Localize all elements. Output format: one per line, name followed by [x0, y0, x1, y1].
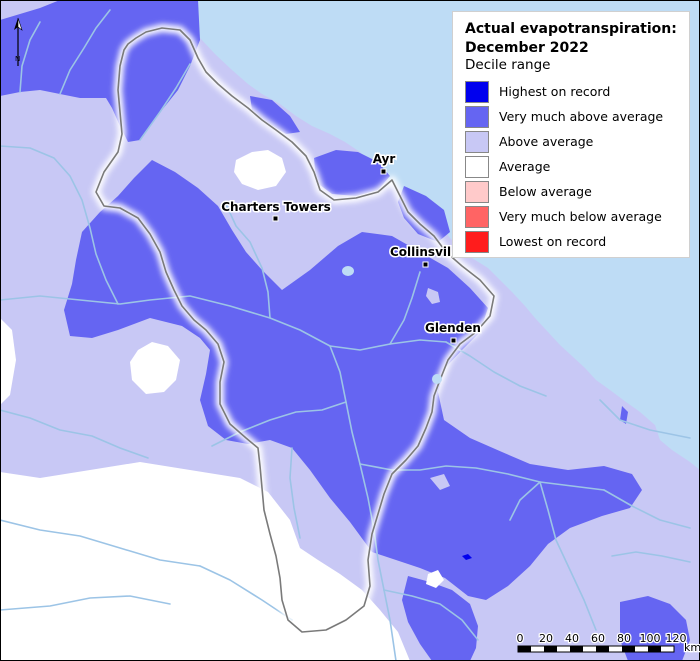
very-much-above-average-coast-strip: [250, 96, 300, 134]
town-collinsville: Collinsvil: [389, 244, 453, 268]
legend-subtitle: Decile range: [465, 57, 551, 73]
average-inlier-south: [426, 570, 444, 588]
scale-tick-label: 80: [617, 632, 631, 645]
scale-tick-label: 100: [640, 632, 661, 645]
legend-item: Very much above average: [465, 104, 689, 129]
scale-tick-label: 60: [591, 632, 605, 645]
scale-tick-label: 0: [517, 632, 524, 645]
legend-item: Below average: [465, 179, 689, 204]
very-much-above-average-south: [402, 576, 478, 661]
legend-item-label: Very much below average: [499, 209, 662, 224]
legend-item: Lowest on record: [465, 229, 689, 254]
legend-item: Above average: [465, 129, 689, 154]
very-much-above-average-burdekin-delta: [314, 150, 390, 196]
lake-1: [342, 266, 354, 276]
scale-bar-graphic: 0 20 40 60 80 100 120 km: [515, 631, 700, 656]
north-arrow-icon: N: [14, 17, 23, 66]
town-marker: [380, 168, 387, 175]
average-region-southwest: [0, 462, 410, 661]
above-average-inlier-1: [426, 288, 440, 304]
town-marker: [450, 337, 457, 344]
town-charters-towers: Charters Towers: [220, 199, 332, 222]
legend-item: Highest on record: [465, 79, 689, 104]
legend-item-label: Average: [499, 159, 551, 174]
legend-title-line-2: December 2022: [465, 40, 589, 56]
legend-item: Average: [465, 154, 689, 179]
town-marker: [422, 261, 429, 268]
north-arrow: N: [10, 14, 26, 68]
average-region-left-edge: [0, 318, 16, 405]
legend-swatch: [465, 80, 489, 103]
very-much-above-average-main: [64, 160, 642, 600]
legend: Actual evapotranspiration: December 2022…: [452, 11, 690, 258]
legend-item-label: Lowest on record: [499, 234, 607, 249]
town-label: Ayr: [373, 152, 396, 166]
lake-2: [432, 374, 442, 384]
scale-unit-label: km: [684, 641, 700, 654]
scale-tick-label: 40: [565, 632, 579, 645]
legend-title: Actual evapotranspiration: December 2022: [465, 20, 689, 58]
north-label: N: [15, 55, 20, 63]
very-much-above-average-east-coast: [398, 186, 450, 242]
legend-swatch: [465, 180, 489, 203]
very-much-above-average-north: [0, 0, 200, 142]
legend-swatch: [465, 205, 489, 228]
town-ayr: Ayr: [371, 151, 397, 175]
town-glenden: Glenden: [424, 320, 482, 344]
legend-item-label: Below average: [499, 184, 592, 199]
legend-swatch: [465, 155, 489, 178]
scale-tick-label: 20: [539, 632, 553, 645]
legend-item-label: Very much above average: [499, 109, 664, 124]
above-average-inlier-2: [430, 474, 450, 490]
scale-tick-label: 120: [666, 632, 687, 645]
town-label: Charters Towers: [221, 200, 331, 214]
average-region-west: [130, 342, 180, 394]
legend-item: Very much below average: [465, 204, 689, 229]
town-marker: [272, 215, 279, 222]
legend-swatch: [465, 230, 489, 253]
legend-item-label: Highest on record: [499, 84, 611, 99]
scale-bar: 0 20 40 60 80 100 120 km: [512, 630, 700, 658]
catchment-boundary: [92, 24, 498, 636]
average-region-north: [234, 150, 286, 190]
very-much-above-average-island: [620, 406, 628, 424]
town-label: Glenden: [425, 321, 481, 335]
legend-items: Highest on record Very much above averag…: [465, 79, 689, 254]
very-much-above-average-southeast: [620, 596, 690, 661]
town-label: Collinsvil: [390, 245, 451, 259]
legend-title-line-1: Actual evapotranspiration:: [465, 21, 677, 37]
lake-3: [462, 554, 472, 560]
legend-item-label: Above average: [499, 134, 594, 149]
legend-swatch: [465, 130, 489, 153]
legend-swatch: [465, 105, 489, 128]
